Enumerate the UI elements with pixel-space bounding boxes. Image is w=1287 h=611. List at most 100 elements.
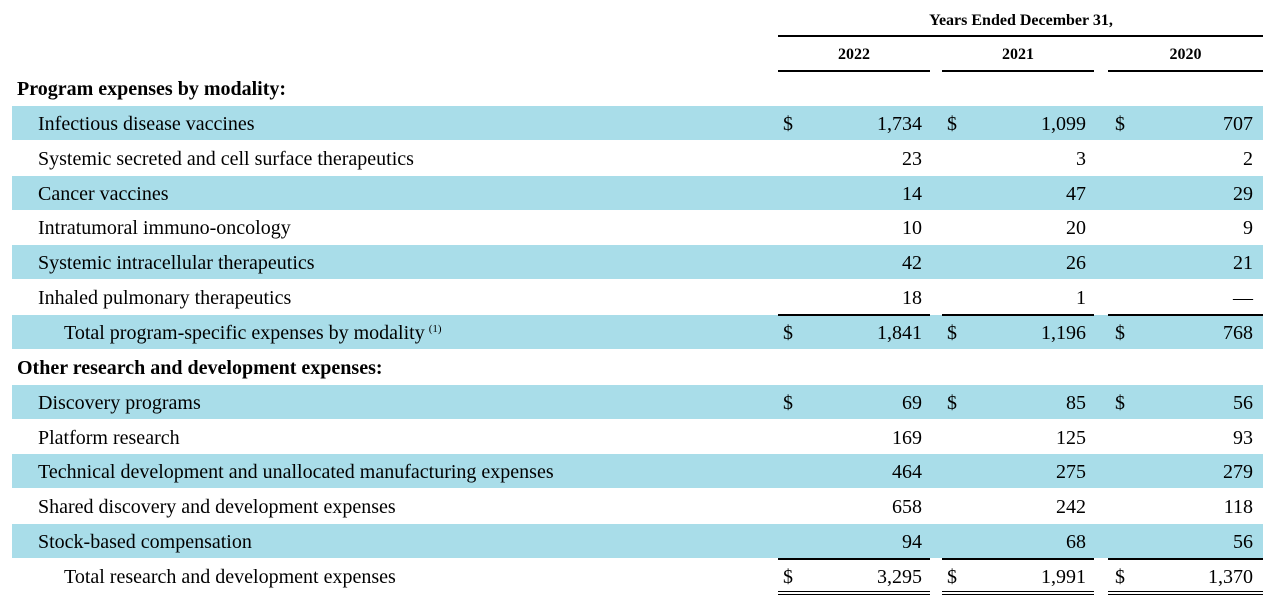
- row-label-text: Cancer vaccines: [38, 182, 169, 205]
- value-2021: 1,991: [1041, 565, 1086, 588]
- value-2020: 768: [1223, 321, 1253, 344]
- value-2022: 464: [892, 461, 922, 484]
- year-rule-2022: [778, 70, 930, 72]
- table-row: Systemic secreted and cell surface thera…: [12, 141, 1263, 175]
- value-2021: 26: [1066, 252, 1086, 275]
- value-2020: 1,370: [1208, 565, 1253, 588]
- subtotal-rule: [1108, 313, 1263, 316]
- row-label: Cancer vaccines: [38, 176, 168, 210]
- subtotal-rule: [778, 557, 930, 560]
- value-2022: 94: [902, 531, 922, 554]
- subtotal-rule: [1108, 557, 1263, 560]
- total-row: Total research and development expenses $…: [12, 559, 1263, 593]
- value-2020: —: [1233, 287, 1253, 310]
- currency-symbol: $: [783, 321, 793, 344]
- row-label-text: Intratumoral immuno-oncology: [38, 217, 291, 240]
- row-label: Technical development and unallocated ma…: [38, 454, 554, 488]
- double-underline: [1108, 593, 1263, 595]
- currency-symbol: $: [947, 565, 957, 588]
- value-2021: 1,196: [1041, 321, 1086, 344]
- table-row: Discovery programs $69 $85 $56: [12, 384, 1263, 419]
- table-row: Stock-based compensation 94 68 56: [12, 524, 1263, 559]
- row-label: Infectious disease vaccines: [38, 106, 255, 140]
- row-label-text: Platform research: [38, 426, 180, 449]
- value-2022: 14: [902, 182, 922, 205]
- section-title: Program expenses by modality:: [17, 78, 287, 100]
- currency-symbol: $: [783, 391, 793, 414]
- row-label-text: Discovery programs: [38, 391, 201, 414]
- value-2020: 9: [1243, 217, 1253, 240]
- currency-symbol: $: [1115, 391, 1125, 414]
- value-2021: 275: [1056, 461, 1086, 484]
- double-underline: [778, 590, 930, 592]
- row-label: Stock-based compensation: [38, 524, 252, 558]
- row-label: Total program-specific expenses by modal…: [64, 315, 442, 349]
- row-label: Total research and development expenses: [64, 559, 396, 593]
- value-2021: 68: [1066, 531, 1086, 554]
- table-row: Intratumoral immuno-oncology 10 20 9: [12, 210, 1263, 244]
- row-label-text: Shared discovery and development expense…: [38, 496, 396, 519]
- year-2022: 2022: [838, 46, 870, 63]
- value-2020: 707: [1223, 112, 1253, 135]
- double-underline: [778, 593, 930, 595]
- value-2022: 169: [892, 426, 922, 449]
- value-2021: 125: [1056, 426, 1086, 449]
- footnote-marker: (1): [428, 322, 442, 335]
- value-2020: 118: [1223, 496, 1253, 519]
- subtotal-rule: [942, 557, 1094, 560]
- year-rule-2020: [1108, 70, 1263, 72]
- double-underline: [1108, 590, 1263, 592]
- section-header-row: Program expenses by modality:: [12, 71, 1263, 105]
- table-row: Inhaled pulmonary therapeutics 18 1 —: [12, 280, 1263, 314]
- section-title: Other research and development expenses:: [17, 356, 383, 379]
- double-underline: [942, 593, 1094, 595]
- value-2020: 56: [1233, 531, 1253, 554]
- row-label-text: Infectious disease vaccines: [38, 112, 255, 135]
- value-2021: 3: [1076, 147, 1086, 170]
- value-2022: 3,295: [877, 565, 922, 588]
- table-row: Technical development and unallocated ma…: [12, 454, 1263, 489]
- value-2021: 47: [1066, 182, 1086, 205]
- currency-symbol: $: [947, 391, 957, 414]
- row-label: Inhaled pulmonary therapeutics: [38, 280, 291, 314]
- value-2020: 56: [1233, 391, 1253, 414]
- value-2021: 242: [1056, 496, 1086, 519]
- value-2020: 21: [1233, 252, 1253, 275]
- row-label: Systemic secreted and cell surface thera…: [38, 141, 414, 175]
- table-row: Platform research 169 125 93: [12, 420, 1263, 454]
- row-label-text: Inhaled pulmonary therapeutics: [38, 287, 292, 310]
- value-2020: 2: [1243, 147, 1253, 170]
- value-2021: 85: [1066, 391, 1086, 414]
- row-label: Systemic intracellular therapeutics: [38, 245, 315, 279]
- value-2021: 20: [1066, 217, 1086, 240]
- value-2022: 69: [902, 391, 922, 414]
- value-2021: 1: [1076, 287, 1086, 310]
- value-2022: 23: [902, 147, 922, 170]
- double-underline: [942, 590, 1094, 592]
- row-label-text: Stock-based compensation: [38, 531, 252, 554]
- table-row: Infectious disease vaccines $1,734 $1,099 $…: [12, 105, 1263, 140]
- value-2022: 1,841: [877, 321, 922, 344]
- year-2021: 2021: [1002, 46, 1034, 63]
- subtotal-rule: [942, 313, 1094, 316]
- currency-symbol: $: [1115, 112, 1125, 135]
- row-label-text: Total research and development expenses: [64, 565, 396, 588]
- currency-symbol: $: [1115, 565, 1125, 588]
- row-label: Intratumoral immuno-oncology: [38, 210, 291, 244]
- value-2022: 1,734: [877, 112, 922, 135]
- currency-symbol: $: [1115, 321, 1125, 344]
- period-title: Years Ended December 31,: [929, 12, 1113, 29]
- value-2020: 279: [1223, 461, 1253, 484]
- value-2022: 10: [902, 217, 922, 240]
- value-2022: 658: [892, 496, 922, 519]
- value-2022: 42: [902, 252, 922, 275]
- currency-symbol: $: [783, 112, 793, 135]
- row-label: Discovery programs: [38, 385, 201, 419]
- currency-symbol: $: [783, 565, 793, 588]
- row-label-text: Technical development and unallocated ma…: [38, 461, 554, 484]
- total-row: Total program-specific expenses by modal…: [12, 314, 1263, 349]
- value-2020: 93: [1233, 426, 1253, 449]
- value-2022: 18: [902, 287, 922, 310]
- value-2021: 1,099: [1041, 112, 1086, 135]
- row-label-text: Systemic secreted and cell surface thera…: [38, 147, 414, 170]
